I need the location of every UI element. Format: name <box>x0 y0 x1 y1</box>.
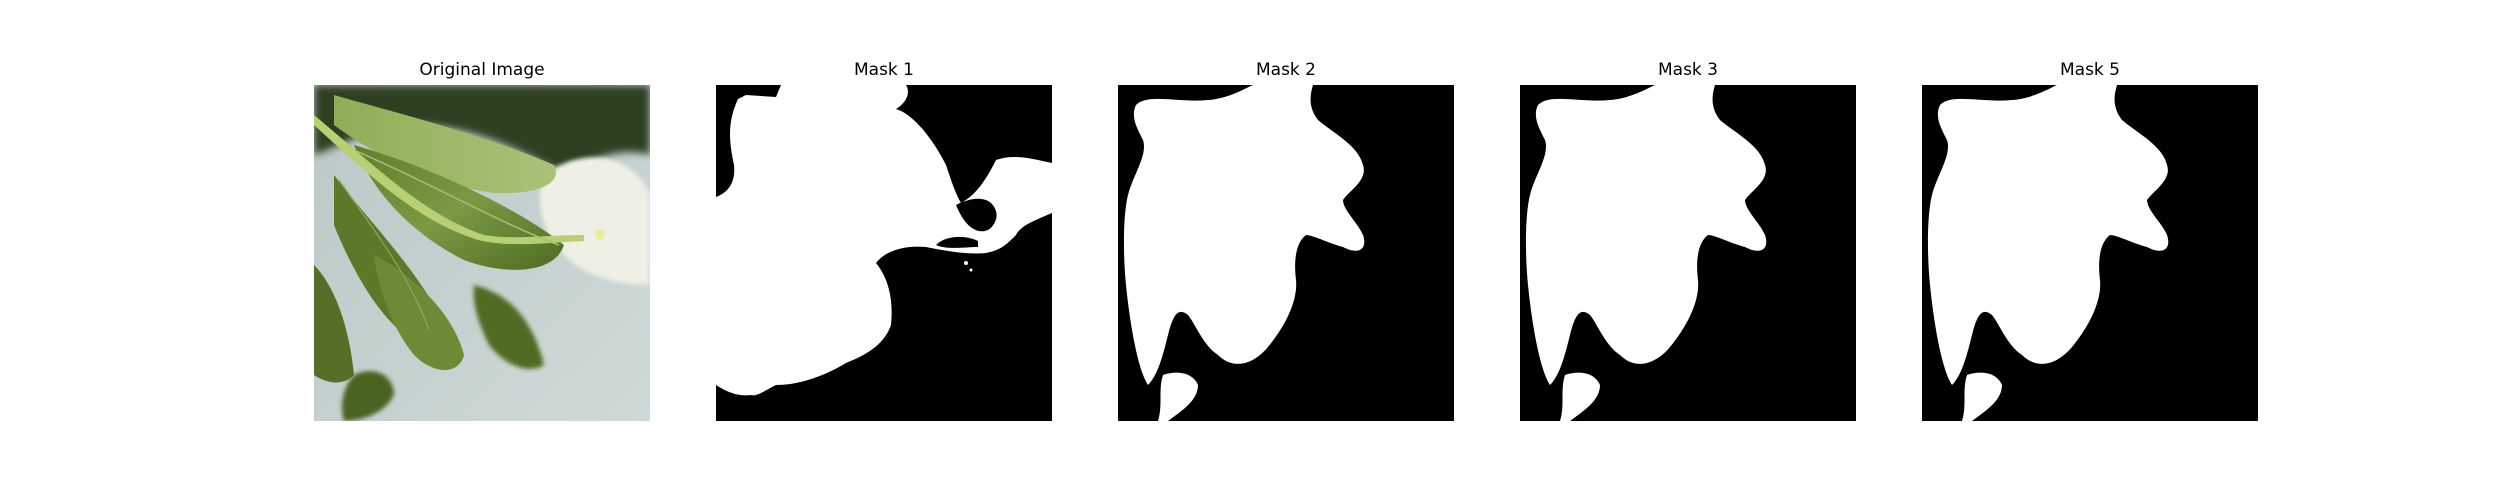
panel-title: Mask 2 <box>1255 60 1316 80</box>
panel-title: Mask 3 <box>1657 60 1718 80</box>
mask-2-image <box>1118 85 1454 421</box>
mask-3-image <box>1520 85 1856 421</box>
panel-mask-5: Mask 5 <box>1922 0 2258 500</box>
mask-1-image <box>716 85 1052 421</box>
panel-title: Mask 1 <box>853 60 914 80</box>
panel-mask-2: Mask 2 <box>1118 0 1454 500</box>
original-image <box>314 85 650 421</box>
panel-mask-1: Mask 1 <box>716 0 1052 500</box>
mask-5-image <box>1922 85 2258 421</box>
panel-mask-3: Mask 3 <box>1520 0 1856 500</box>
panel-title: Mask 5 <box>2059 60 2120 80</box>
panel-original-image: Original Image <box>314 0 650 500</box>
panel-title: Original Image <box>419 60 545 80</box>
